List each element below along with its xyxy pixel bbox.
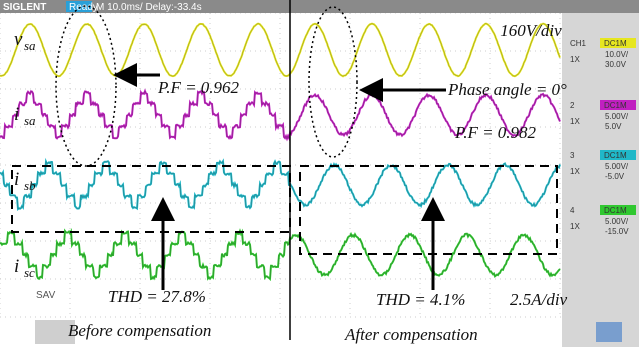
pf-before: P.F = 0.962 <box>157 78 240 97</box>
thd-before: THD = 27.8% <box>108 287 206 306</box>
channel-symbol: i <box>14 104 19 125</box>
channel-tag: 2 <box>570 101 575 110</box>
network-icon <box>596 322 622 342</box>
channel-subscript: sa <box>24 38 36 53</box>
before-label: Before compensation <box>68 321 211 340</box>
channel-scale: 5.00V/ <box>605 162 629 171</box>
channel-tag: 4 <box>570 206 575 215</box>
channel-offset: -5.0V <box>605 172 625 181</box>
channel-probe: 1X <box>570 167 580 176</box>
pf-after: P.F = 0.982 <box>454 123 537 142</box>
channel-symbol: i <box>14 256 19 277</box>
save-label: SAV <box>36 290 56 301</box>
channel-subscript: sc <box>24 265 35 280</box>
timebase: M 10.0ms/ Delay:-33.4s <box>96 2 202 13</box>
channel-coupling: DC1M <box>604 101 627 110</box>
channel-coupling: DC1M <box>604 151 627 160</box>
phase-angle: Phase angle = 0° <box>447 80 567 99</box>
channel-subscript: sb <box>24 178 36 193</box>
channel-scale: 5.00V/ <box>605 217 629 226</box>
brand: SIGLENT <box>3 2 46 13</box>
screen <box>0 0 562 318</box>
channel-probe: 1X <box>570 222 580 231</box>
channel-symbol: i <box>14 169 19 190</box>
channel-scale: 5.00V/ <box>605 112 629 121</box>
channel-tag: 3 <box>570 151 575 160</box>
channel-probe: 1X <box>570 117 580 126</box>
channel-subscript: sa <box>24 113 36 128</box>
after-label: After compensation <box>344 325 478 344</box>
status: Ready <box>69 2 98 13</box>
channel-scale: 10.0V/ <box>605 50 629 59</box>
channel-offset: -15.0V <box>605 227 629 236</box>
channel-symbol: v <box>14 29 23 50</box>
channel-tag: CH1 <box>570 39 587 48</box>
voltage-scale: 160V/div <box>500 21 562 40</box>
scope-figure: SIGLENT Ready M 10.0ms/ Delay:-33.4s CH1… <box>0 0 639 347</box>
channel-offset: 30.0V <box>605 60 627 69</box>
thd-after: THD = 4.1% <box>376 290 465 309</box>
channel-coupling: DC1M <box>604 206 627 215</box>
channel-offset: 5.0V <box>605 122 622 131</box>
channel-probe: 1X <box>570 55 580 64</box>
channel-coupling: DC1M <box>604 39 627 48</box>
current-scale: 2.5A/div <box>510 290 568 309</box>
